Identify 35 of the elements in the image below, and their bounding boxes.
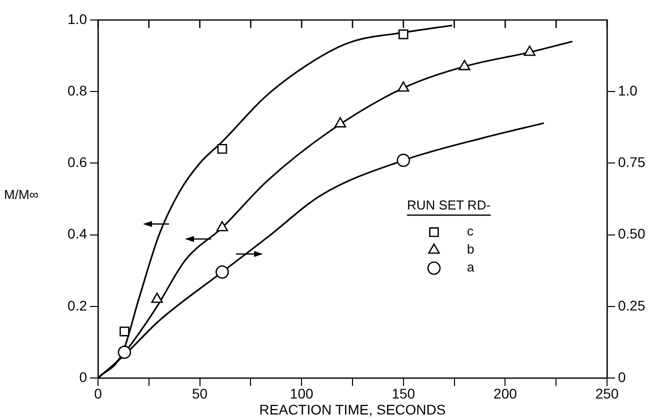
x-tick-label: 200 [494,385,518,402]
point [151,292,163,303]
x-tick-label: 250 [595,385,619,402]
point [458,60,470,70]
y2-tick-label: 0.75 [618,154,646,170]
y-tick-label: 0.6 [68,154,88,170]
y-tick-label: 0.2 [68,297,88,314]
y-tick-label: 1.0 [68,10,88,27]
point [118,346,132,359]
point [398,29,408,40]
x-tick-label: 50 [192,385,208,402]
legend-label: a [467,260,475,275]
y-tick-label: 0.8 [68,82,88,98]
x-tick-label: 0 [94,385,102,402]
y2-tick-label: 0.25 [618,297,646,314]
point [398,81,410,92]
legend-label: b [467,242,474,257]
point [334,117,346,128]
point [120,326,130,336]
point [524,46,536,56]
point [216,265,229,279]
y-axis-title: M/M∞ [4,187,39,202]
y2-tick-label: 0.50 [618,226,646,242]
point [216,220,228,232]
y2-tick-label: 0 [618,368,626,385]
legend-title: RUN SET RD- [407,198,491,213]
y-tick-label: 0 [79,368,88,385]
y-tick-label: 0.4 [68,226,88,242]
x-axis-title: REACTION TIME, SECONDS [259,401,446,418]
x-tick-label: 100 [290,385,314,402]
point [396,154,410,167]
x-tick-label: 150 [392,385,416,402]
point [217,144,228,154]
legend-label: c [467,224,474,239]
y2-tick-label: 1.0 [618,82,638,98]
